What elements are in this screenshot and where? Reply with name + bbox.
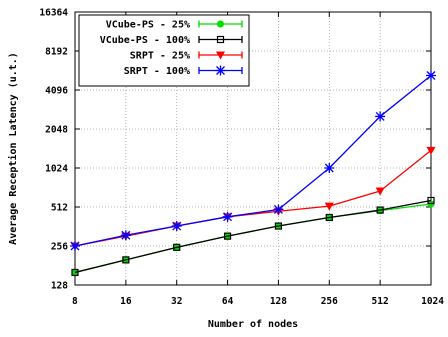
legend-label: SRPT - 100%	[124, 66, 190, 77]
marker-asterisk	[215, 65, 226, 76]
marker-square	[71, 268, 79, 277]
x-axis-label: Number of nodes	[208, 319, 298, 330]
series-line	[74, 149, 432, 247]
legend: VCube-PS - 25% VCube-PS - 100% SRPT - 25% S…	[78, 14, 250, 87]
x-tick-label: 16	[120, 296, 132, 307]
data-series	[70, 70, 436, 277]
marker-asterisk	[222, 211, 233, 222]
y-tick-label: 512	[51, 203, 68, 214]
x-tick-label: 64	[222, 296, 234, 307]
marker-triangle	[426, 146, 436, 155]
series-line	[74, 199, 432, 274]
series-2	[71, 196, 435, 277]
y-tick-label: 2048	[45, 125, 68, 136]
marker-square	[274, 222, 283, 230]
marker-square	[173, 243, 181, 251]
marker-asterisk	[171, 221, 182, 232]
marker-asterisk	[426, 70, 436, 81]
marker-asterisk	[70, 241, 80, 251]
marker-triangle	[216, 51, 225, 60]
marker-triangle	[324, 202, 334, 211]
marker-asterisk	[375, 111, 386, 122]
x-tick-label: 32	[171, 296, 182, 307]
x-tick-label: 8	[72, 296, 78, 307]
x-tick-label: 128	[270, 296, 287, 307]
x-tick-label: 1024	[421, 296, 444, 307]
series-4	[70, 70, 436, 251]
legend-label: SRPT - 25%	[130, 51, 190, 62]
marker-square	[376, 206, 384, 214]
marker-square	[122, 256, 130, 264]
y-tick-label: 256	[51, 242, 68, 253]
y-tick-label: 128	[51, 281, 68, 292]
y-axis-ticks: 128 256 512 1024 2048 4096 8192 16364	[39, 8, 431, 292]
x-axis-ticks: 8 16 32 64 128 256 512 1024	[72, 12, 444, 307]
series-line	[74, 74, 432, 247]
y-tick-label: 4096	[45, 86, 68, 97]
y-tick-label: 16364	[39, 8, 68, 19]
y-axis-label: Average Reception Latency (u.t.)	[7, 52, 19, 245]
marker-triangle	[375, 187, 385, 196]
marker-asterisk	[120, 230, 131, 241]
x-tick-label: 512	[372, 296, 389, 307]
legend-label: VCube-PS - 25%	[106, 20, 190, 31]
marker-asterisk	[324, 163, 335, 173]
marker-square	[427, 196, 435, 205]
marker-asterisk	[273, 204, 284, 215]
y-tick-label: 8192	[45, 47, 68, 58]
marker-circle	[71, 268, 79, 276]
marker-square	[216, 35, 225, 44]
marker-circle	[217, 20, 224, 28]
marker-square	[325, 213, 333, 222]
legend-label: VCube-PS - 100%	[100, 35, 190, 46]
x-tick-label: 256	[321, 296, 338, 307]
y-tick-label: 1024	[45, 164, 68, 175]
marker-square	[223, 232, 232, 240]
